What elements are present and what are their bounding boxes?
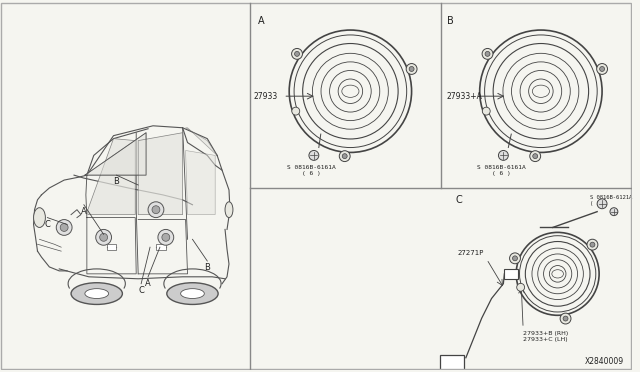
Circle shape [162,233,170,241]
Text: A: A [258,16,264,26]
Bar [504,269,518,279]
Circle shape [309,150,319,160]
Text: B: B [447,16,454,26]
Circle shape [587,239,598,250]
Circle shape [158,230,173,245]
Text: 27933+B (RH)
27933+C (LH): 27933+B (RH) 27933+C (LH) [523,331,568,342]
Ellipse shape [71,283,122,304]
Circle shape [485,51,490,56]
Text: 27271P: 27271P [458,250,484,256]
Circle shape [513,256,518,261]
Circle shape [590,242,595,247]
Ellipse shape [85,289,109,298]
Text: C: C [44,219,51,228]
Circle shape [152,206,160,214]
Text: B: B [204,263,210,272]
Circle shape [342,154,347,158]
Ellipse shape [180,289,204,298]
Polygon shape [138,133,182,215]
Polygon shape [186,150,215,215]
Circle shape [56,219,72,235]
Polygon shape [186,128,217,155]
Bar [440,355,464,372]
Circle shape [597,199,607,209]
Circle shape [100,233,108,241]
Circle shape [600,67,605,71]
Text: A: A [81,207,87,216]
Circle shape [60,224,68,231]
Text: S 0816B-6121A
( 2 ): S 0816B-6121A ( 2 ) [590,195,632,206]
Circle shape [499,150,508,160]
Circle shape [96,230,111,245]
Ellipse shape [167,283,218,304]
Bar [156,244,166,250]
Circle shape [339,151,350,161]
Circle shape [409,67,414,71]
Circle shape [516,283,525,291]
Bar [107,244,116,250]
Circle shape [560,313,571,324]
Circle shape [532,154,538,158]
Text: 27933+A: 27933+A [446,92,482,101]
Polygon shape [85,133,146,175]
Circle shape [530,151,541,161]
Text: C: C [138,286,144,295]
Circle shape [294,51,300,56]
Text: 27933: 27933 [253,92,278,101]
Text: X2840009: X2840009 [585,357,624,366]
Circle shape [596,64,607,74]
Circle shape [292,48,303,59]
Text: S 0816B-6161A
( 6 ): S 0816B-6161A ( 6 ) [287,165,335,176]
Ellipse shape [33,208,45,227]
Circle shape [563,316,568,321]
Text: S 0816B-6161A
( 6 ): S 0816B-6161A ( 6 ) [477,165,526,176]
Circle shape [610,208,618,216]
Circle shape [292,107,300,115]
Text: B: B [113,177,120,186]
Circle shape [148,202,164,218]
Text: C: C [455,195,462,205]
Ellipse shape [225,202,233,218]
Circle shape [483,107,490,115]
Text: A: A [145,279,151,288]
Circle shape [509,253,520,264]
Circle shape [406,64,417,74]
Polygon shape [88,139,135,215]
Circle shape [482,48,493,59]
